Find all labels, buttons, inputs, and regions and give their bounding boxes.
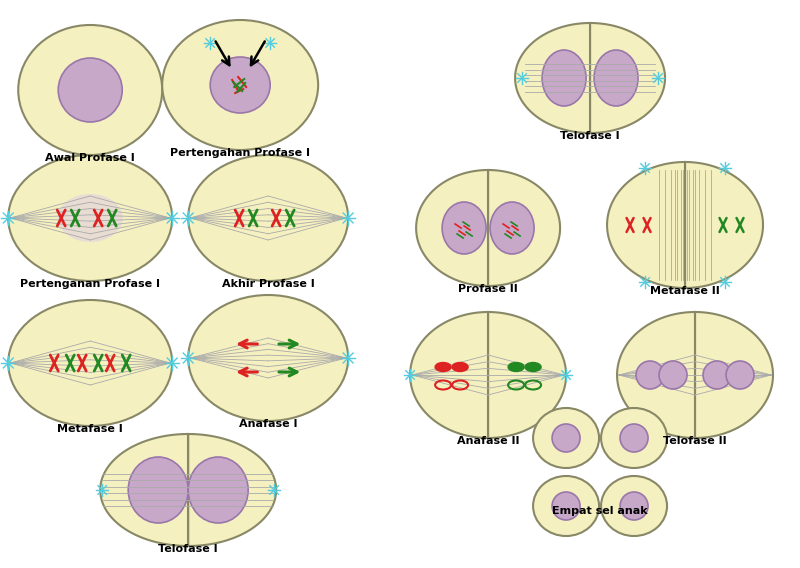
Polygon shape bbox=[100, 434, 188, 546]
Ellipse shape bbox=[18, 25, 162, 155]
Ellipse shape bbox=[620, 424, 648, 452]
Ellipse shape bbox=[533, 476, 599, 536]
Ellipse shape bbox=[8, 155, 172, 281]
Ellipse shape bbox=[703, 361, 731, 389]
Text: Telofase II: Telofase II bbox=[663, 436, 727, 446]
Polygon shape bbox=[617, 312, 695, 438]
Text: Pertenganan Profase I: Pertenganan Profase I bbox=[20, 279, 160, 289]
Ellipse shape bbox=[533, 408, 599, 468]
Polygon shape bbox=[188, 434, 276, 546]
Text: Profase II: Profase II bbox=[458, 284, 518, 294]
Ellipse shape bbox=[188, 295, 348, 421]
Ellipse shape bbox=[594, 50, 638, 106]
Polygon shape bbox=[416, 170, 488, 286]
Ellipse shape bbox=[726, 361, 754, 389]
Polygon shape bbox=[607, 162, 685, 288]
Ellipse shape bbox=[508, 362, 524, 371]
Text: Telofase I: Telofase I bbox=[560, 131, 620, 141]
Ellipse shape bbox=[8, 300, 172, 426]
Ellipse shape bbox=[620, 492, 648, 520]
Ellipse shape bbox=[442, 202, 486, 254]
Polygon shape bbox=[488, 170, 560, 286]
Text: Akhir Profase I: Akhir Profase I bbox=[222, 279, 314, 289]
Ellipse shape bbox=[542, 50, 586, 106]
Text: Pertengahan Profase I: Pertengahan Profase I bbox=[170, 148, 310, 158]
Ellipse shape bbox=[659, 361, 687, 389]
Ellipse shape bbox=[636, 361, 664, 389]
Polygon shape bbox=[695, 312, 773, 438]
Ellipse shape bbox=[601, 408, 667, 468]
Text: Telofase I: Telofase I bbox=[158, 544, 218, 554]
Ellipse shape bbox=[58, 58, 122, 122]
Ellipse shape bbox=[552, 492, 580, 520]
Ellipse shape bbox=[490, 202, 534, 254]
Text: Awal Profase I: Awal Profase I bbox=[46, 153, 135, 163]
Ellipse shape bbox=[58, 194, 122, 242]
Polygon shape bbox=[590, 23, 665, 133]
Text: Anafase I: Anafase I bbox=[239, 419, 298, 429]
Ellipse shape bbox=[452, 362, 468, 371]
Ellipse shape bbox=[188, 155, 348, 281]
Text: Metafase I: Metafase I bbox=[58, 424, 123, 434]
Text: Empat sel anak: Empat sel anak bbox=[552, 506, 648, 516]
Polygon shape bbox=[515, 23, 590, 133]
Ellipse shape bbox=[162, 20, 318, 150]
Polygon shape bbox=[685, 162, 763, 288]
Ellipse shape bbox=[128, 457, 188, 523]
Text: Anafase II: Anafase II bbox=[457, 436, 519, 446]
Ellipse shape bbox=[188, 457, 248, 523]
Ellipse shape bbox=[601, 476, 667, 536]
Text: Metafase II: Metafase II bbox=[650, 286, 720, 296]
Ellipse shape bbox=[210, 57, 270, 113]
Polygon shape bbox=[488, 312, 566, 438]
Ellipse shape bbox=[525, 362, 541, 371]
Polygon shape bbox=[410, 312, 488, 438]
Ellipse shape bbox=[552, 424, 580, 452]
Ellipse shape bbox=[435, 362, 451, 371]
